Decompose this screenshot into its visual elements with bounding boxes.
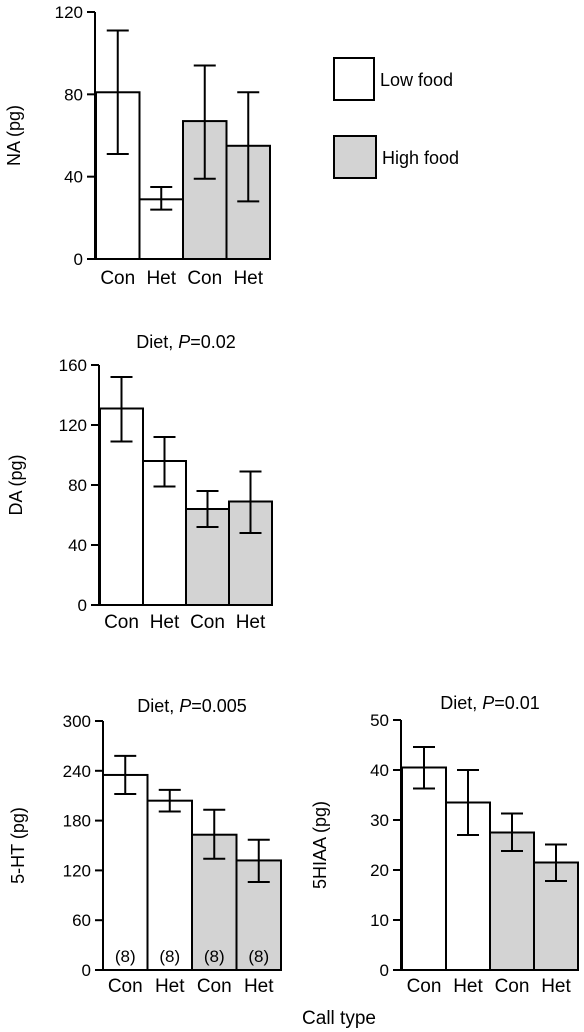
legend: Low food High food	[333, 57, 459, 179]
x-tick-label-da-1: Con	[104, 612, 139, 633]
y-tick-label-na-2: 80	[64, 85, 83, 104]
y-tick-label-na-3: 120	[55, 3, 83, 22]
chart-title-5ht: Diet, P=0.005	[137, 696, 247, 716]
bar-5ht-1	[102, 773, 149, 972]
legend-swatch-high-food	[333, 135, 377, 179]
x-tick-label-5ht-3: Con	[197, 976, 232, 997]
y-axis-label-5ht: 5-HT (pg)	[8, 807, 28, 884]
y-tick-label-5hiaa-3: 30	[370, 811, 389, 830]
y-tick-label-na-1: 40	[64, 168, 83, 187]
x-tick-label-5hiaa-1: Con	[407, 976, 442, 997]
y-tick-label-5ht-1: 60	[72, 911, 91, 930]
x-tick-label-da-2: Het	[150, 612, 180, 633]
y-tick-label-5ht-0: 0	[82, 961, 91, 980]
x-tick-label-na-2: Het	[146, 268, 176, 289]
chart-title-p-5hiaa: P	[482, 693, 494, 713]
y-tick-label-5hiaa-2: 20	[370, 861, 389, 880]
legend-swatch-low-food	[333, 57, 375, 101]
legend-label-high-food: High food	[382, 148, 459, 168]
x-tick-label-5ht-2: Het	[155, 976, 185, 997]
y-axis-label-da: DA (pg)	[6, 454, 26, 515]
y-tick-label-5hiaa-0: 0	[380, 961, 389, 980]
y-tick-label-na-0: 0	[74, 250, 83, 269]
y-tick-label-da-0: 0	[78, 596, 87, 615]
x-tick-label-5ht-4: Het	[244, 976, 274, 997]
y-tick-label-5ht-4: 240	[63, 762, 91, 781]
y-tick-label-da-3: 120	[59, 416, 87, 435]
x-tick-label-5ht-1: Con	[108, 976, 143, 997]
chart-title-value-5hiaa: =0.01	[494, 693, 540, 713]
legend-label-low-food: Low food	[380, 70, 453, 90]
chart-panel-na: 0 40 80 120 Con Het Con Het NA (pg)	[4, 3, 271, 289]
y-tick-label-5ht-5: 300	[63, 712, 91, 731]
y-tick-label-5hiaa-4: 40	[370, 761, 389, 780]
y-tick-label-da-4: 160	[59, 356, 87, 375]
bar-5hiaa-1	[401, 766, 447, 971]
shared-x-axis-label: Call type	[302, 1008, 376, 1029]
x-tick-label-da-4: Het	[236, 612, 266, 633]
y-tick-label-da-2: 80	[68, 476, 87, 495]
bar-5hiaa-3	[489, 831, 535, 971]
y-tick-label-5hiaa-5: 50	[370, 711, 389, 730]
chart-panel-5ht: 0 60 120 180 240 300 Con Het Con Het 5-HT (pg) Diet…	[8, 696, 282, 997]
y-tick-label-5ht-2: 120	[63, 861, 91, 880]
chart-title-prefix-5hiaa: Diet,	[440, 693, 482, 713]
chart-panel-da: 0 40 80 120 160 Con Het Con Het DA (pg) Diet, P=0.…	[6, 332, 273, 633]
x-tick-label-na-3: Con	[187, 268, 222, 289]
y-axis-label-na: NA (pg)	[4, 105, 24, 166]
y-tick-label-da-1: 40	[68, 536, 87, 555]
chart-title-prefix-5ht: Diet,	[137, 696, 179, 716]
x-tick-label-da-3: Con	[190, 612, 225, 633]
y-tick-label-5ht-3: 180	[63, 812, 91, 831]
y-tick-label-5hiaa-1: 10	[370, 911, 389, 930]
chart-title-prefix-da: Diet,	[136, 332, 178, 352]
x-tick-label-na-1: Con	[100, 268, 135, 289]
x-tick-label-na-4: Het	[233, 268, 263, 289]
chart-title-value-da: =0.02	[190, 332, 236, 352]
bar-na-4	[225, 144, 271, 261]
chart-title-5hiaa: Diet, P=0.01	[440, 693, 540, 713]
chart-title-da: Diet, P=0.02	[136, 332, 236, 352]
bar-5ht-2	[146, 799, 193, 971]
sample-size-label-5ht-1: (8)	[115, 947, 136, 966]
sample-size-label-5ht-3: (8)	[204, 947, 225, 966]
y-axis-label-5hiaa: 5HIAA (pg)	[310, 801, 330, 889]
x-tick-label-5hiaa-3: Con	[495, 976, 530, 997]
chart-panel-5hiaa: 0 10 20 30 40 50 Con Het Con Het 5HIAA (pg) Diet, P…	[310, 693, 579, 997]
chart-title-p-5ht: P	[179, 696, 191, 716]
chart-title-value-5ht: =0.005	[191, 696, 247, 716]
x-tick-label-5hiaa-2: Het	[453, 976, 483, 997]
chart-title-p-da: P	[178, 332, 190, 352]
x-tick-label-5hiaa-4: Het	[541, 976, 571, 997]
sample-size-label-5ht-2: (8)	[159, 947, 180, 966]
sample-size-label-5ht-4: (8)	[248, 947, 269, 966]
